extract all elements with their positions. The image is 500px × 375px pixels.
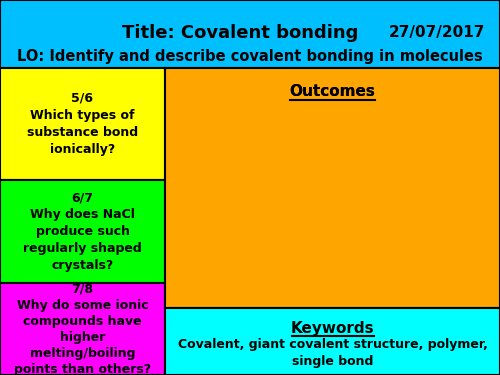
Text: Outcomes: Outcomes — [290, 84, 376, 99]
FancyBboxPatch shape — [165, 308, 500, 375]
FancyBboxPatch shape — [0, 0, 500, 68]
Text: 7/8
Why do some ionic
compounds have
higher
melting/boiling
points than others?: 7/8 Why do some ionic compounds have hig… — [14, 283, 151, 375]
Text: Outcomes: Outcomes — [290, 84, 376, 99]
FancyBboxPatch shape — [0, 283, 165, 375]
FancyBboxPatch shape — [165, 68, 500, 308]
Text: Title: Covalent bonding: Title: Covalent bonding — [122, 24, 358, 42]
FancyBboxPatch shape — [0, 180, 165, 283]
Text: Keywords: Keywords — [290, 321, 374, 336]
FancyBboxPatch shape — [0, 68, 165, 180]
Text: 6/7
Why does NaCl
produce such
regularly shaped
crystals?: 6/7 Why does NaCl produce such regularly… — [23, 191, 142, 272]
Text: 5/6
Which types of
substance bond
ionically?: 5/6 Which types of substance bond ionica… — [27, 92, 138, 156]
Text: LO: Identify and describe covalent bonding in molecules: LO: Identify and describe covalent bondi… — [17, 50, 483, 64]
Text: 27/07/2017: 27/07/2017 — [388, 26, 485, 40]
Text: Covalent, giant covalent structure, polymer,
single bond: Covalent, giant covalent structure, poly… — [178, 338, 488, 368]
